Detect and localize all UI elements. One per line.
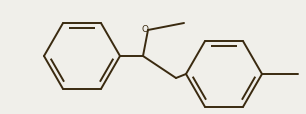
Text: O: O	[141, 25, 148, 34]
